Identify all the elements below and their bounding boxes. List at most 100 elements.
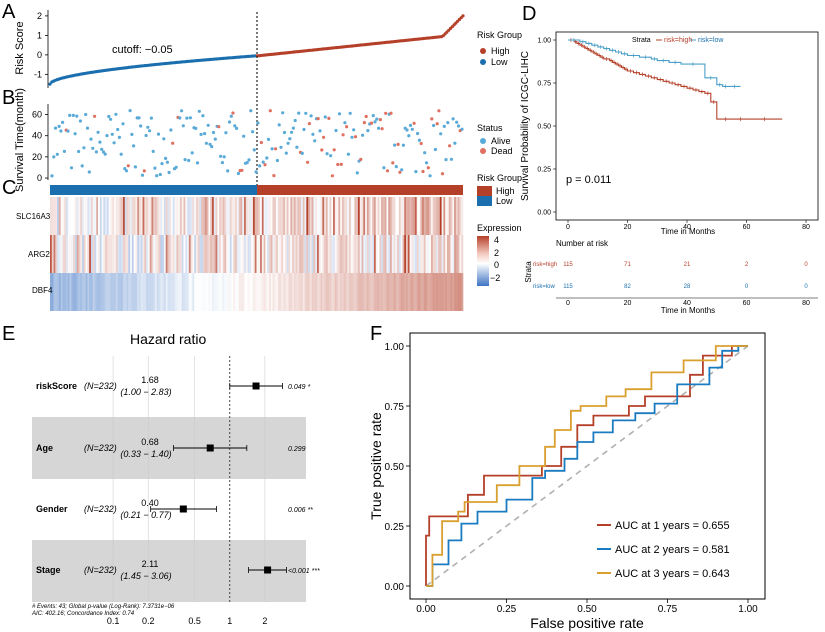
- risk-table-row-low: risk=low: [533, 284, 556, 290]
- a-ytick-label: 1: [37, 30, 42, 40]
- heatmap-cell: [158, 197, 161, 235]
- heatmap-cell: [55, 273, 58, 311]
- heatmap-cell: [224, 197, 227, 235]
- survival-point: [116, 127, 120, 132]
- legend-low-dot: [480, 59, 486, 65]
- survival-point: [142, 169, 146, 173]
- heatmap-cell: [430, 273, 434, 311]
- heatmap-cell: [94, 235, 97, 273]
- heatmap-cell: [208, 235, 211, 273]
- heatmap-cell: [71, 273, 74, 311]
- heatmap-cell: [297, 235, 300, 273]
- forest-ci-label: (0.21 − 0.77): [120, 510, 171, 520]
- heatmap-cell: [454, 197, 457, 235]
- heatmap-cell: [78, 273, 81, 311]
- survival-point: [449, 157, 453, 161]
- survival-point: [109, 117, 113, 121]
- heatmap-cell: [455, 235, 458, 273]
- heatmap-cell: [295, 235, 298, 273]
- km-ytick-label: 0.50: [537, 124, 551, 131]
- survival-point: [252, 148, 256, 152]
- heatmap-cell: [263, 273, 266, 311]
- heatmap-cell: [50, 197, 53, 235]
- heatmap-cell: [181, 273, 184, 311]
- heatmap-cell: [151, 273, 154, 311]
- heatmap-cell: [439, 273, 442, 311]
- heatmap-cell: [377, 197, 380, 235]
- heatmap-cell: [260, 273, 263, 311]
- risk-table-cell: 115: [563, 262, 573, 268]
- forest-footnote-2: AIC: 402.16; Concordance Index: 0.74: [31, 611, 135, 617]
- heatmap-cell: [114, 197, 117, 235]
- heatmap-cell: [119, 235, 122, 273]
- heatmap-cell: [108, 197, 111, 235]
- expr-tick-neg2: −2: [490, 273, 500, 283]
- heatmap-cell: [261, 273, 264, 311]
- heatmap-cell: [318, 197, 321, 235]
- heatmap-cell: [235, 197, 238, 235]
- survival-point: [167, 170, 171, 175]
- survival-point: [251, 130, 255, 134]
- heatmap-cell: [178, 235, 181, 273]
- heatmap-cell: [459, 235, 462, 273]
- a-ytick-label: -1: [34, 69, 42, 79]
- heatmap-cell: [370, 197, 373, 235]
- heatmap-cell: [96, 273, 99, 311]
- heatmap-cell: [199, 273, 202, 311]
- heatmap-cell: [407, 235, 410, 273]
- risk-table-xtick: 20: [624, 300, 632, 307]
- heatmap-cell: [167, 197, 170, 235]
- heatmap-cell: [53, 273, 56, 311]
- survival-point: [156, 132, 161, 136]
- heatmap-cell: [208, 273, 211, 311]
- panel-label-b: B: [2, 87, 15, 109]
- heatmap-cell: [284, 273, 288, 311]
- heatmap-cell: [236, 197, 239, 235]
- survival-point: [382, 166, 386, 170]
- risk-score-points: [48, 14, 465, 86]
- heatmap-cell: [343, 197, 346, 235]
- survival-point: [412, 121, 416, 125]
- heatmap-cell: [416, 273, 419, 311]
- heatmap-cell: [66, 197, 69, 235]
- heatmap-cell: [400, 235, 403, 273]
- heatmap-cell: [201, 197, 204, 235]
- heatmap-cell: [195, 235, 199, 273]
- risk-table-cell: 0: [745, 284, 749, 290]
- survival-point: [288, 137, 292, 141]
- heatmap-cell: [265, 273, 268, 311]
- heatmap-cell: [192, 235, 195, 273]
- survival-point: [322, 135, 326, 139]
- panel-label-c: C: [2, 177, 16, 199]
- heatmap-cell: [459, 273, 462, 311]
- heatmap-cell: [217, 197, 220, 235]
- heatmap-cell: [317, 273, 320, 311]
- survival-point: [424, 161, 429, 165]
- survival-point: [199, 132, 203, 136]
- gene-label-1: SLC16A3: [16, 212, 51, 221]
- heatmap-cell: [169, 235, 172, 273]
- risk-table-cell: 21: [684, 262, 691, 268]
- heatmap-cell: [395, 197, 398, 235]
- heatmap-cell: [204, 273, 207, 311]
- heatmap-cell: [55, 235, 58, 273]
- panel-e: Hazard ratio riskScore (N=232) 1.68 (1.00 −…: [31, 331, 320, 626]
- heatmap-cell: [162, 273, 165, 311]
- forest-xtick: 0.2: [142, 616, 155, 626]
- roc-legend-1: AUC at 1 years = 0.655: [615, 520, 730, 532]
- survival-point: [229, 114, 233, 118]
- heatmap-cell: [457, 273, 460, 311]
- heatmap-cell: [409, 197, 412, 235]
- heatmap-cell: [333, 235, 336, 273]
- roc-xtick-label: 0.50: [577, 604, 597, 615]
- heatmap-cell: [103, 197, 106, 235]
- heatmap-cell: [171, 235, 174, 273]
- heatmap-cell: [446, 273, 450, 311]
- heatmap-cell: [357, 197, 361, 235]
- heatmap-cell: [147, 235, 150, 273]
- km-xtick-label: 20: [624, 224, 632, 231]
- survival-point: [68, 113, 72, 117]
- heatmap-cell: [219, 197, 222, 235]
- heatmap-cell: [122, 197, 126, 235]
- survival-point: [87, 170, 91, 174]
